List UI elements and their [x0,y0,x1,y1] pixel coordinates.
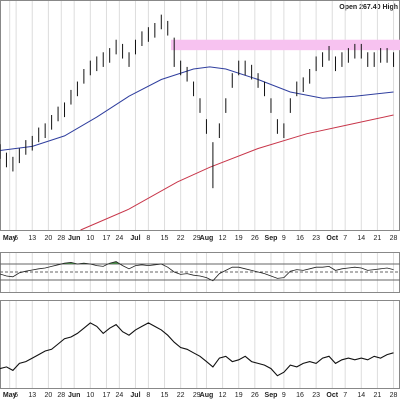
x-tick-label: May [3,235,17,242]
x-tick-label: 9 [282,235,286,242]
x-tick-label: 26 [251,235,259,242]
x-tick-label: 6 [14,392,18,399]
panel-frame [0,0,400,231]
x-tick-label: 19 [235,392,243,399]
x-tick-label: 7 [343,235,347,242]
x-tick-label: Sep [265,392,278,399]
x-tick-label: 23 [312,392,320,399]
x-tick-label: 12 [219,235,227,242]
x-tick-label: 24 [115,235,123,242]
indicator-line [0,322,394,377]
x-tick-label: 14 [357,392,365,399]
x-tick-label: 8 [146,392,150,399]
x-tick-label: 8 [146,235,150,242]
x-tick-label: 6 [14,235,18,242]
x-tick-label: Jul [130,392,140,399]
x-tick-label: 24 [115,392,123,399]
x-tick-label: Sep [265,235,278,242]
x-tick-label: 21 [374,235,382,242]
x-tick-label: 15 [161,392,169,399]
x-tick-label: 17 [103,392,111,399]
x-tick-label: 28 [57,392,65,399]
x-tick-label: 28 [57,235,65,242]
x-tick-label: Jun [68,235,80,242]
x-tick-label: 17 [103,235,111,242]
moving-average [0,66,394,151]
x-tick-label: 22 [177,392,185,399]
x-tick-label: 13 [28,235,36,242]
x-tick-label: 10 [86,235,94,242]
x-tick-label: 16 [296,392,304,399]
panel-frame [0,300,400,389]
x-tick-label: 29 [193,392,201,399]
x-tick-label: 21 [374,392,382,399]
x-tick-label: 9 [282,392,286,399]
x-tick-label: 26 [251,392,259,399]
x-tick-label: 19 [235,235,243,242]
x-tick-label: 22 [177,235,185,242]
x-tick-label: Oct [326,235,338,242]
x-tick-label: 7 [343,392,347,399]
x-tick-label: 12 [219,392,227,399]
x-tick-label: 29 [193,235,201,242]
x-tick-label: 14 [357,235,365,242]
x-tick-label: May [3,392,17,399]
x-tick-label: 23 [312,235,320,242]
quote-header: Open 267.40 High [339,4,398,11]
moving-average [80,114,394,231]
x-tick-label: Aug [200,235,214,242]
x-tick-label: 16 [296,235,304,242]
x-tick-label: 28 [390,392,398,399]
x-tick-label: Aug [200,392,214,399]
x-tick-label: 20 [44,235,52,242]
rsi-line [0,261,394,282]
x-tick-label: 15 [161,235,169,242]
x-tick-label: 28 [390,235,398,242]
resistance-zone [170,39,400,51]
x-tick-label: 13 [28,392,36,399]
x-tick-label: 10 [86,392,94,399]
x-tick-label: Oct [326,392,338,399]
x-tick-label: Jul [130,235,140,242]
x-tick-label: 20 [44,392,52,399]
x-tick-label: Jun [68,392,80,399]
